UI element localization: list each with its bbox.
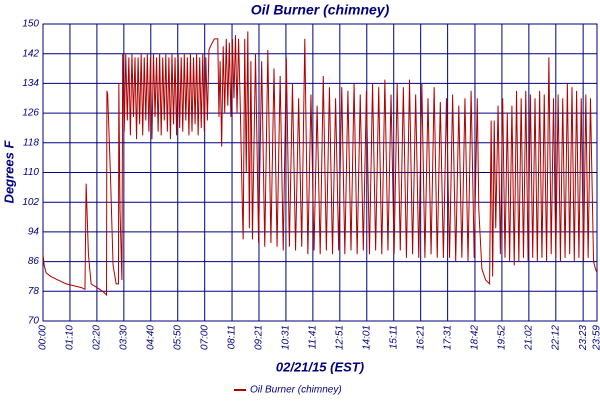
x-tick-label: 14:01 [361, 325, 372, 350]
chart-title: Oil Burner (chimney) [251, 2, 390, 18]
y-tick-label: 134 [22, 78, 39, 89]
x-tick-label: 10:31 [281, 325, 292, 350]
x-tick-label: 04:40 [145, 325, 156, 350]
x-tick-label: 11:41 [308, 325, 319, 349]
x-tick-label: 09:21 [254, 325, 265, 350]
x-tick-label: 07:00 [199, 325, 210, 350]
x-tick-label: 01:10 [65, 325, 76, 350]
x-tick-label: 00:00 [38, 325, 49, 350]
x-tick-label: 23:59 [592, 325, 600, 351]
x-tick-label: 21:02 [523, 325, 534, 351]
y-tick-label: 86 [28, 256, 40, 267]
x-tick-label: 22:12 [550, 325, 561, 351]
y-tick-label: 142 [22, 48, 39, 59]
y-tick-label: 70 [28, 316, 40, 327]
x-tick-label: 18:42 [470, 325, 481, 350]
y-tick-label: 78 [28, 286, 40, 297]
x-tick-label: 03:30 [118, 325, 129, 350]
y-tick-label: 118 [23, 137, 39, 148]
y-tick-label: 126 [22, 108, 39, 119]
x-tick-label: 12:51 [334, 325, 345, 350]
x-tick-label: 15:11 [388, 325, 399, 349]
legend-label: Oil Burner (chimney) [250, 385, 342, 396]
x-axis-label: 02/21/15 (EST) [276, 359, 364, 374]
x-tick-label: 17:31 [442, 325, 453, 350]
x-tick-label: 19:52 [497, 325, 508, 350]
x-tick-label: 02:20 [92, 325, 103, 350]
x-tick-label: 05:50 [172, 325, 183, 350]
x-tick-label: 08:11 [227, 325, 238, 349]
x-tick-label: 16:21 [415, 325, 426, 350]
data-line [42, 31, 598, 297]
y-tick-label: 94 [28, 227, 40, 238]
y-tick-label: 110 [23, 167, 39, 178]
x-tick-label: 23:23 [578, 325, 589, 351]
y-tick-label: 102 [22, 197, 39, 208]
y-axis-label: Degrees F [1, 140, 16, 204]
y-tick-label: 150 [22, 19, 39, 30]
